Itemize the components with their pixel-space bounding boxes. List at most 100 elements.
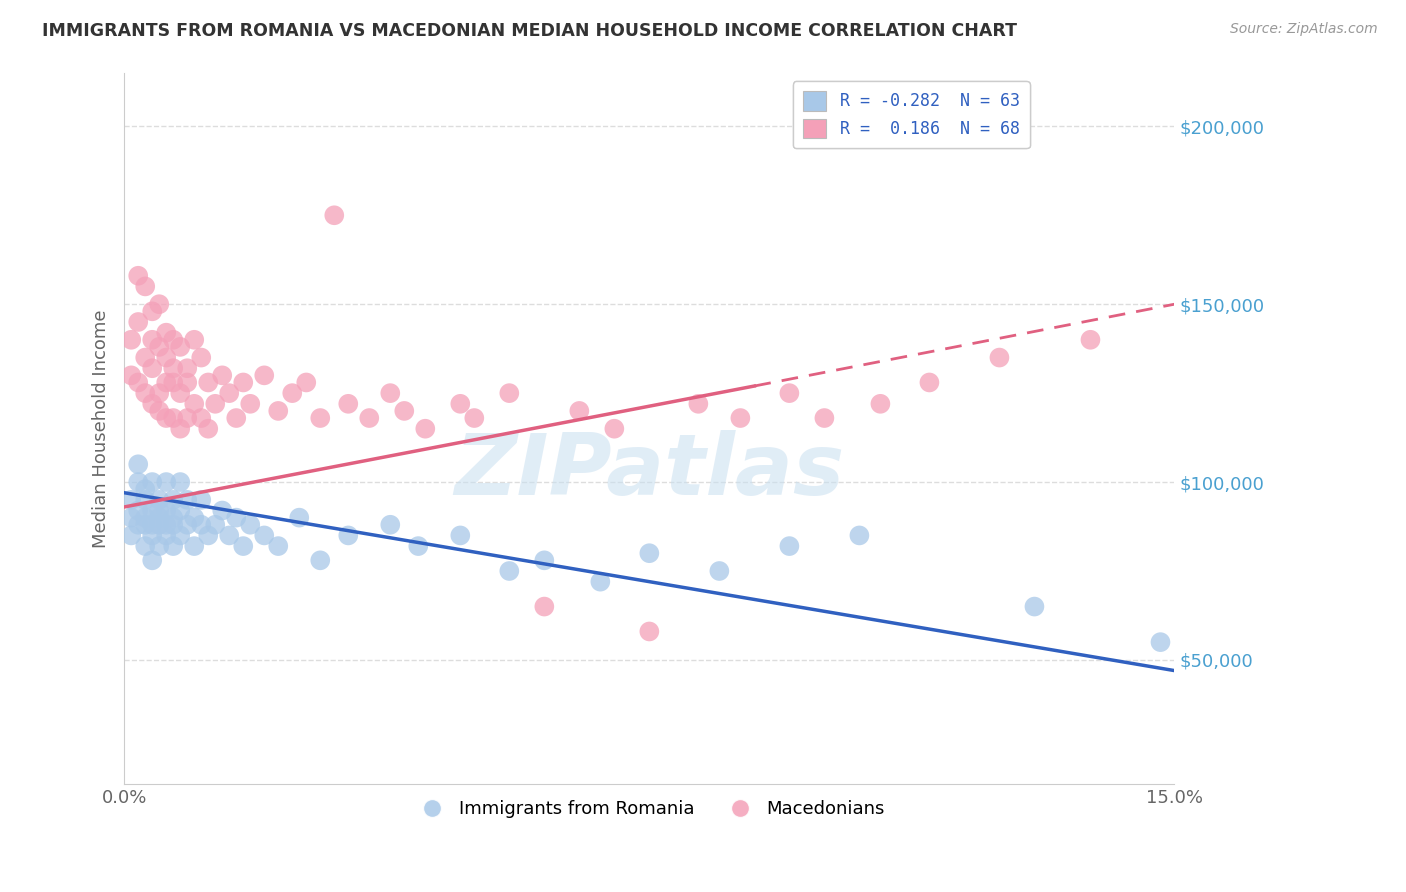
Point (155, 503, 177, 517)
Point (162, 492, 184, 507)
Point (463, 411, 485, 425)
Point (988, 351, 1011, 365)
Point (134, 482, 156, 496)
Point (120, 492, 142, 507)
Point (394, 404, 416, 418)
Point (141, 528, 163, 542)
Point (162, 517, 184, 532)
Point (281, 386, 304, 401)
Point (337, 397, 360, 411)
Point (190, 517, 212, 532)
Point (120, 333, 142, 347)
Point (134, 351, 156, 365)
Point (225, 510, 247, 524)
Point (413, 422, 436, 436)
Point (141, 503, 163, 517)
Point (127, 268, 149, 283)
Point (267, 539, 290, 553)
Point (183, 510, 205, 524)
Point (148, 404, 170, 418)
Point (148, 510, 170, 524)
Y-axis label: Median Household Income: Median Household Income (93, 310, 110, 548)
Point (169, 528, 191, 542)
Point (155, 517, 177, 532)
Point (183, 397, 205, 411)
Point (169, 475, 191, 489)
Point (148, 492, 170, 507)
Point (148, 340, 170, 354)
Point (211, 368, 233, 383)
Point (589, 574, 612, 589)
Point (232, 376, 254, 390)
Point (141, 361, 163, 376)
Point (169, 422, 191, 436)
Point (155, 411, 177, 425)
Point (148, 503, 170, 517)
Point (204, 517, 226, 532)
Point (141, 333, 163, 347)
Point (155, 475, 177, 489)
Point (134, 510, 156, 524)
Point (127, 376, 149, 390)
Point (232, 539, 254, 553)
Point (155, 326, 177, 340)
Point (127, 457, 149, 471)
Point (204, 397, 226, 411)
Point (197, 376, 219, 390)
Point (918, 376, 941, 390)
Point (162, 333, 184, 347)
Point (1024, 599, 1046, 614)
Point (197, 422, 219, 436)
Point (127, 503, 149, 517)
Point (253, 368, 276, 383)
Point (813, 411, 835, 425)
Legend: Immigrants from Romania, Macedonians: Immigrants from Romania, Macedonians (406, 793, 893, 825)
Point (449, 528, 471, 542)
Point (380, 517, 402, 532)
Point (211, 503, 233, 517)
Point (533, 599, 555, 614)
Point (323, 208, 346, 222)
Point (162, 361, 184, 376)
Point (309, 553, 332, 567)
Point (148, 297, 170, 311)
Point (267, 404, 290, 418)
Point (148, 539, 170, 553)
Point (239, 517, 262, 532)
Point (638, 546, 661, 560)
Point (141, 304, 163, 318)
Point (120, 510, 142, 524)
Point (134, 492, 156, 507)
Point (709, 564, 731, 578)
Point (190, 351, 212, 365)
Point (449, 397, 471, 411)
Point (197, 528, 219, 542)
Text: IMMIGRANTS FROM ROMANIA VS MACEDONIAN MEDIAN HOUSEHOLD INCOME CORRELATION CHART: IMMIGRANTS FROM ROMANIA VS MACEDONIAN ME… (42, 22, 1017, 40)
Point (1149, 635, 1171, 649)
Point (127, 517, 149, 532)
Point (638, 624, 661, 639)
Point (288, 510, 311, 524)
Point (176, 376, 198, 390)
Point (120, 368, 142, 383)
Point (183, 539, 205, 553)
Point (239, 397, 262, 411)
Point (568, 404, 591, 418)
Point (848, 528, 870, 542)
Point (218, 386, 240, 401)
Point (169, 503, 191, 517)
Point (309, 411, 332, 425)
Point (176, 411, 198, 425)
Point (141, 397, 163, 411)
Point (162, 411, 184, 425)
Point (190, 492, 212, 507)
Point (120, 528, 142, 542)
Point (162, 539, 184, 553)
Point (169, 340, 191, 354)
Point (176, 517, 198, 532)
Point (778, 386, 800, 401)
Point (688, 397, 710, 411)
Point (141, 475, 163, 489)
Point (408, 539, 430, 553)
Point (141, 517, 163, 532)
